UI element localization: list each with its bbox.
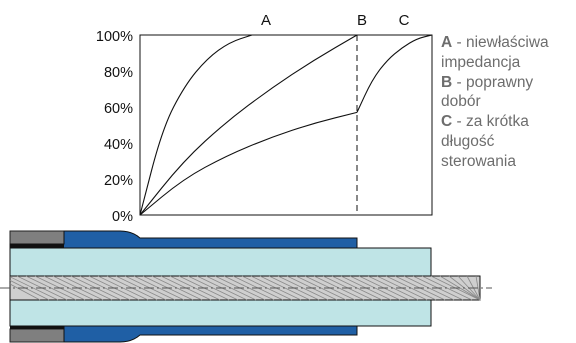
core-strand <box>313 275 365 301</box>
core-strand <box>385 275 437 301</box>
curve-b <box>139 34 358 216</box>
legend-entry-c: C - za krótka długość sterowania <box>441 112 573 171</box>
core-strand <box>115 275 167 301</box>
core-strand <box>241 275 293 301</box>
legend-entry-b: B - poprawny dobór <box>441 73 573 113</box>
core-strand <box>331 275 383 301</box>
y-tick-label: 40% <box>104 137 133 153</box>
zone-label-b: B <box>357 12 367 29</box>
core-strand <box>43 275 95 301</box>
legend-text: - poprawny dobór <box>441 73 534 111</box>
legend-key: C <box>441 113 453 131</box>
core-strand <box>9 276 59 301</box>
y-tick-label: 60% <box>104 101 133 117</box>
core-strand <box>223 275 275 301</box>
y-tick-label: 0% <box>112 209 133 225</box>
y-axis-ticks: 100% 80% 60% 40% 20% 0% <box>96 29 133 225</box>
core-strand <box>133 275 185 301</box>
legend-text: - za krótka długość sterowania <box>441 113 529 170</box>
legend: A - niewłaściwa impedancja B - poprawny … <box>441 33 573 172</box>
jacket-top <box>9 230 358 249</box>
curves-group <box>139 34 433 216</box>
connector-top <box>9 230 65 245</box>
core-strand <box>439 275 481 301</box>
core-strand <box>277 275 329 301</box>
core-strand <box>61 275 113 301</box>
core-strand <box>403 275 455 301</box>
core-strand <box>421 275 473 301</box>
core-strand <box>79 275 131 301</box>
core-strand <box>259 275 311 301</box>
core-strand <box>205 275 257 301</box>
y-tick-label: 20% <box>104 173 133 189</box>
zone-label-c: C <box>399 12 410 29</box>
legend-entry-a: A - niewłaściwa impedancja <box>441 33 573 73</box>
chart-frame <box>139 34 433 216</box>
y-tick-label: 80% <box>104 65 133 81</box>
core-strand <box>97 275 149 301</box>
legend-text: - niewłaściwa impedancja <box>441 34 549 71</box>
legend-key: B <box>441 73 453 91</box>
shield-layer-top <box>10 244 64 250</box>
cable-section <box>0 230 492 343</box>
core-strand <box>25 275 77 301</box>
curve-a <box>139 34 253 216</box>
y-tick-label: 100% <box>96 29 133 45</box>
core-strand <box>475 275 481 301</box>
core-strand <box>169 275 221 301</box>
zone-label-a: A <box>261 12 271 29</box>
curve-b_low <box>139 111 358 216</box>
jacket-bottom <box>10 324 358 343</box>
core-strand <box>151 275 203 301</box>
connector-bottom <box>9 328 65 343</box>
curve-c <box>356 34 433 113</box>
core-strand <box>187 275 239 301</box>
core-strand <box>295 275 347 301</box>
core-strand <box>349 275 401 301</box>
legend-key: A <box>441 34 453 51</box>
core-strand <box>9 283 41 301</box>
core-strand <box>9 280 50 301</box>
core-strand <box>367 275 419 301</box>
